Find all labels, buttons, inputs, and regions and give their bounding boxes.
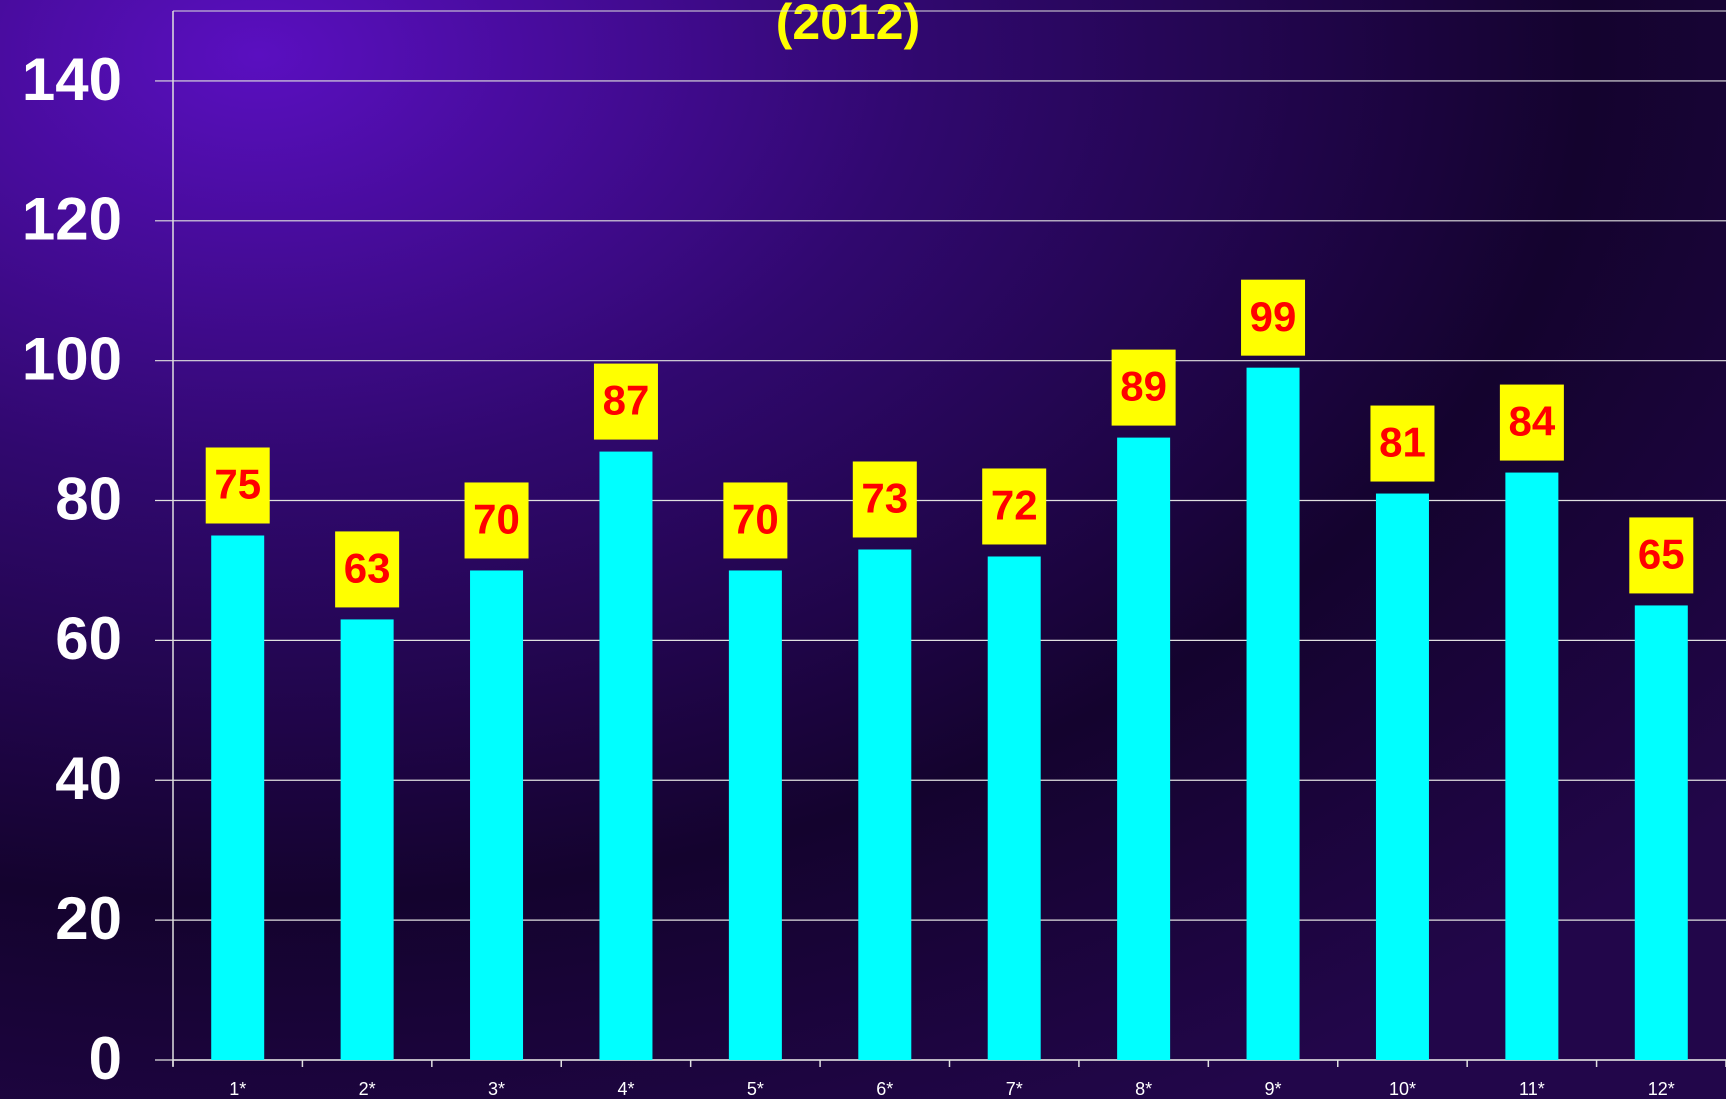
value-label-box [335,531,400,608]
x-tick-label: 1* [229,1079,246,1099]
bar [1117,437,1171,1060]
bar [1634,605,1688,1060]
value-label-box [1111,349,1176,426]
value-label: 65 [1638,531,1685,578]
value-label: 87 [603,377,650,424]
value-label: 99 [1250,293,1297,340]
value-label: 72 [991,482,1038,529]
y-tick-label: 40 [55,745,122,812]
value-label-box [1629,517,1694,594]
y-tick-label: 80 [55,465,122,532]
value-label-box [982,468,1047,545]
value-label: 63 [344,545,391,592]
y-tick-label: 120 [22,186,122,253]
x-tick-label: 5* [747,1079,764,1099]
bar [1375,493,1429,1060]
value-label-box [205,447,270,524]
x-tick-label: 6* [876,1079,893,1099]
bar [858,549,912,1060]
value-label: 70 [732,496,779,543]
x-tick-label: 4* [617,1079,634,1099]
value-label: 81 [1379,419,1426,466]
value-label: 84 [1509,398,1556,445]
value-label: 75 [214,461,261,508]
value-label-box [593,363,658,440]
x-tick-label: 9* [1265,1079,1282,1099]
bar [340,619,394,1060]
x-tick-label: 11* [1519,1079,1545,1099]
bar [1246,367,1300,1060]
y-tick-label: 100 [22,326,122,393]
y-tick-label: 0 [89,1025,122,1092]
value-label-box [852,461,917,538]
x-tick-label: 3* [488,1079,505,1099]
value-label-box [464,482,529,559]
x-tick-label: 10* [1389,1079,1416,1099]
value-label-box [1241,279,1306,356]
bar [987,556,1041,1060]
bar [1505,472,1559,1060]
bar [211,535,265,1060]
value-label-box [1370,405,1435,482]
chart-title: (2012) [776,0,921,50]
y-tick-label: 60 [55,605,122,672]
value-label: 73 [861,475,908,522]
x-tick-label: 12* [1648,1079,1675,1099]
value-label: 89 [1120,363,1167,410]
x-tick-label: 8* [1135,1079,1152,1099]
x-tick-label: 7* [1006,1079,1023,1099]
y-tick-label: 140 [22,46,122,113]
value-label: 70 [473,496,520,543]
y-tick-label: 20 [55,885,122,952]
value-label-box [723,482,788,559]
bar [599,451,653,1061]
value-label-box [1499,384,1564,461]
bar [728,570,782,1060]
x-tick-label: 2* [359,1079,376,1099]
bar [470,570,524,1060]
